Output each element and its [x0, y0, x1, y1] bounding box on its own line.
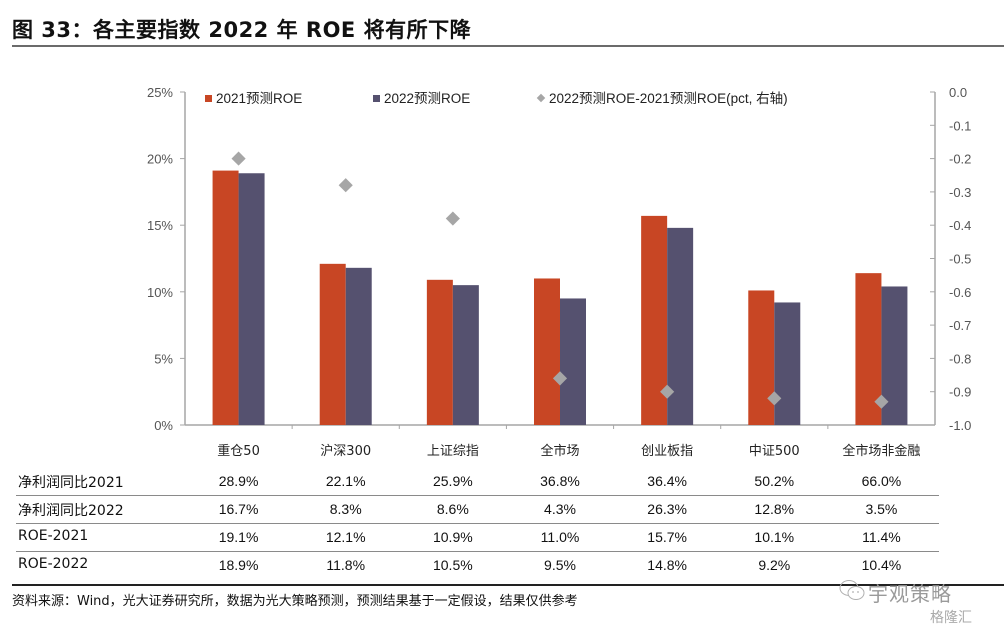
bar-2022-roe [452, 285, 479, 425]
watermark-yuguan: 宇观策略 [868, 582, 952, 606]
source-note: 资料来源：Wind，光大证券研究所，数据为光大策略预测，预测结果基于一定假设，结… [12, 594, 578, 609]
table-cell: 18.9% [218, 557, 259, 573]
diff-point [874, 394, 889, 409]
table-row: ROE-2022 18.9% 11.8% 10.5% 9.5% 14.8% 9.2% 10.4… [16, 552, 939, 579]
right-tick-label: -0.1 [949, 118, 971, 133]
table-cell: 66.0% [861, 473, 902, 489]
bar-2021-roe [319, 263, 346, 425]
source-divider [12, 584, 1004, 586]
table-cell: 8.6% [436, 501, 469, 517]
table-cell: 10.1% [754, 529, 795, 545]
table-cell: 4.3% [544, 501, 576, 517]
table-cell: 26.3% [647, 501, 687, 517]
row-label: 净利润同比2022 [18, 503, 124, 519]
category-label: 全市场非金融 [842, 443, 920, 459]
category-label: 全市场 [540, 443, 579, 459]
table-cell: 9.5% [544, 557, 576, 573]
bar-2022-roe [238, 173, 265, 425]
category-label: 创业板指 [641, 444, 693, 459]
table-cell: 12.1% [325, 529, 366, 545]
diff-point [552, 371, 568, 386]
right-tick-label: -0.6 [949, 285, 971, 300]
legend-swatch [536, 93, 546, 103]
chart-tick-labels: 0% 5% 10% 15% 20% 25% 0.0 -0.1 -0.2 -0.3 -0.4 -0.5 -… [147, 85, 971, 433]
data-table: 净利润同比2021 28.9% 22.1% 25.9% 36.8% 36.4% 50.2% 6… [16, 468, 939, 579]
diff-point [660, 384, 675, 399]
table-cell: 36.8% [540, 473, 580, 489]
table-cell: 10.4% [861, 557, 902, 573]
right-tick-label: -0.8 [949, 351, 971, 366]
right-tick-label: -0.2 [949, 152, 971, 167]
bar-2022-roe [560, 298, 586, 425]
wechat-icon [839, 580, 865, 600]
table-row: 净利润同比2022 16.7% 8.3% 8.6% 4.3% 26.3% 12.8% 3.5% [16, 496, 939, 524]
row-label: 净利润同比2021 [18, 475, 124, 491]
bar-2021-roe [426, 279, 453, 425]
chart-legend: 2021预测ROE 2022预测ROE 2022预测ROE-2021预测ROE(pc… [205, 91, 788, 106]
table-cell: 10.5% [432, 557, 473, 573]
chart-points [231, 151, 889, 409]
table-cell: 50.2% [754, 473, 795, 489]
table-cell: 11.4% [862, 529, 901, 545]
table-cell: 12.8% [754, 501, 795, 517]
chart-category-labels: 重仓50 沪深300 上证综指 全市场 创业板指 中证500 全市场非金融 [217, 443, 920, 459]
table-cell: 11.8% [326, 557, 366, 573]
right-tick-label: -0.9 [949, 385, 971, 400]
left-tick-label: 5% [154, 351, 173, 366]
table-cell: 36.4% [647, 473, 687, 489]
diff-point [231, 151, 246, 166]
table-cell: 10.9% [432, 529, 473, 545]
table-cell: 8.3% [329, 501, 362, 517]
figure-title: 图 33：各主要指数 2022 年 ROE 将有所下降 [12, 18, 472, 42]
table-cell: 11.0% [540, 529, 580, 545]
watermark-gelonghui: 格隆汇 [930, 610, 972, 626]
bar-2022-roe [345, 267, 372, 425]
category-label: 中证500 [749, 444, 800, 459]
left-tick-label: 15% [147, 218, 173, 233]
diff-point [338, 178, 353, 193]
chart-bars [212, 170, 908, 425]
table-cell: 14.8% [647, 557, 687, 573]
legend-label: 2022预测ROE-2021预测ROE(pct, 右轴) [549, 91, 788, 106]
legend-swatch [205, 95, 212, 102]
category-label: 沪深300 [320, 443, 371, 459]
table-cell: 19.1% [218, 529, 259, 545]
right-tick-label: -1.0 [949, 418, 971, 433]
table-cell: 9.2% [758, 557, 791, 573]
legend-label: 2021预测ROE [216, 91, 302, 106]
left-tick-label: 25% [147, 85, 173, 100]
row-label: ROE-2021 [18, 528, 89, 544]
right-tick-label: -0.7 [949, 318, 971, 333]
table-row: 净利润同比2021 28.9% 22.1% 25.9% 36.8% 36.4% 50.2% 6… [16, 468, 939, 496]
right-tick-label: 0.0 [949, 85, 967, 100]
left-tick-label: 0% [154, 418, 173, 433]
row-label: ROE-2022 [18, 556, 89, 572]
title-divider [12, 45, 1004, 47]
table-row: ROE-2021 19.1% 12.1% 10.9% 11.0% 15.7% 10.1% 11… [16, 524, 939, 552]
table-cell: 16.7% [218, 501, 259, 517]
left-tick-label: 10% [147, 285, 173, 300]
category-label: 重仓50 [217, 443, 260, 459]
table-cell: 22.1% [325, 473, 366, 489]
diff-point [767, 391, 782, 406]
bar-2021-roe [212, 170, 239, 425]
table-cell: 28.9% [218, 473, 259, 489]
bar-2021-roe [748, 290, 775, 425]
left-tick-label: 20% [147, 152, 173, 167]
roe-chart: 0% 5% 10% 15% 20% 25% 0.0 -0.1 -0.2 -0.3 -0.4 -0.5 -… [147, 85, 971, 459]
bar-2021-roe [534, 278, 560, 425]
table-cell: 15.7% [647, 529, 687, 545]
diff-point [445, 211, 460, 226]
bar-2022-roe [774, 302, 801, 425]
legend-label: 2022预测ROE [384, 91, 470, 106]
bar-2022-roe [667, 227, 694, 425]
right-tick-label: -0.4 [949, 218, 971, 233]
legend-swatch [373, 95, 380, 102]
right-tick-label: -0.3 [949, 185, 971, 200]
table-cell: 25.9% [432, 473, 473, 489]
table-cell: 3.5% [865, 501, 898, 517]
right-tick-label: -0.5 [949, 252, 971, 267]
category-label: 上证综指 [427, 444, 479, 459]
